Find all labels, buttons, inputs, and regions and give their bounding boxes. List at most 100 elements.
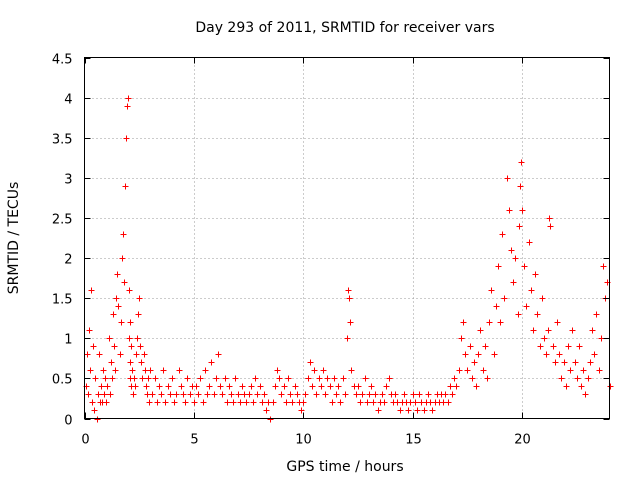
data-point (585, 375, 592, 382)
data-point (366, 391, 373, 398)
data-point (550, 343, 557, 350)
data-point (309, 383, 316, 390)
data-point (106, 335, 113, 342)
data-point (120, 231, 127, 238)
data-point (178, 383, 185, 390)
data-point (539, 295, 546, 302)
x-tick-label: 5 (190, 433, 198, 448)
data-point (103, 399, 110, 406)
data-point (521, 263, 528, 270)
data-point (335, 383, 342, 390)
data-point (162, 399, 169, 406)
data-point (591, 351, 598, 358)
data-point (497, 319, 504, 326)
ticks-layer (84, 57, 610, 420)
data-point (379, 391, 386, 398)
x-tick-label: 0 (81, 433, 89, 448)
data-point (180, 391, 187, 398)
data-point (250, 399, 257, 406)
data-point (228, 391, 235, 398)
data-point (486, 319, 493, 326)
data-point (477, 327, 484, 334)
data-point (607, 383, 614, 390)
data-point (357, 399, 364, 406)
data-point (359, 391, 366, 398)
data-point (100, 367, 107, 374)
data-point (495, 263, 502, 270)
data-point (298, 407, 305, 414)
data-point (482, 343, 489, 350)
data-point (383, 383, 390, 390)
data-point (276, 375, 283, 382)
data-point (272, 383, 279, 390)
data-point (410, 391, 417, 398)
data-point (109, 375, 116, 382)
data-point (235, 391, 242, 398)
data-point (278, 391, 285, 398)
data-point (508, 247, 515, 254)
data-point (462, 351, 469, 358)
data-point (554, 319, 561, 326)
x-tick-label: 15 (405, 433, 422, 448)
data-point (510, 279, 517, 286)
x-tick-label: 10 (295, 433, 312, 448)
data-point (285, 375, 292, 382)
data-point (342, 391, 349, 398)
labels-layer: 0 0.5 1 1.5 2 2.5 3 3.5 4 4.5 0 5 10 15 20 (52, 53, 531, 448)
data-point (345, 287, 352, 294)
data-point (169, 375, 176, 382)
data-point (145, 375, 152, 382)
data-point (134, 335, 141, 342)
y-tick-label: 0 (64, 414, 72, 429)
data-point (219, 391, 226, 398)
data-point (464, 367, 471, 374)
data-point (259, 399, 266, 406)
data-point (447, 383, 454, 390)
data-point (578, 383, 585, 390)
data-point (187, 391, 194, 398)
data-point (512, 255, 519, 262)
data-point (88, 287, 95, 294)
data-point (421, 407, 428, 414)
data-point (480, 367, 487, 374)
data-point (313, 391, 320, 398)
data-point (126, 335, 133, 342)
data-point (484, 375, 491, 382)
data-point (252, 375, 259, 382)
data-point (232, 375, 239, 382)
data-point (287, 391, 294, 398)
y-axis-label: SRMTID / TECUs (6, 182, 22, 295)
data-point (130, 391, 137, 398)
data-point (331, 375, 338, 382)
data-point (582, 391, 589, 398)
data-point (574, 375, 581, 382)
data-point (372, 391, 379, 398)
data-point (572, 359, 579, 366)
data-point (381, 399, 388, 406)
data-point (576, 343, 583, 350)
data-point (292, 383, 299, 390)
data-point (107, 391, 114, 398)
data-point (281, 383, 288, 390)
data-point (528, 287, 535, 294)
chart-title: Day 293 of 2011, SRMTID for receiver var… (195, 20, 494, 36)
data-point (552, 359, 559, 366)
data-point (316, 375, 323, 382)
data-point (165, 383, 172, 390)
data-point (213, 375, 220, 382)
data-point (370, 399, 377, 406)
data-point (87, 367, 94, 374)
data-point (515, 311, 522, 318)
data-point (243, 399, 250, 406)
data-point (348, 367, 355, 374)
data-point (114, 271, 121, 278)
data-point (589, 327, 596, 334)
data-point (518, 159, 525, 166)
data-point (135, 311, 142, 318)
data-point (467, 343, 474, 350)
data-point (329, 399, 336, 406)
data-point (84, 351, 91, 358)
data-point (311, 367, 318, 374)
